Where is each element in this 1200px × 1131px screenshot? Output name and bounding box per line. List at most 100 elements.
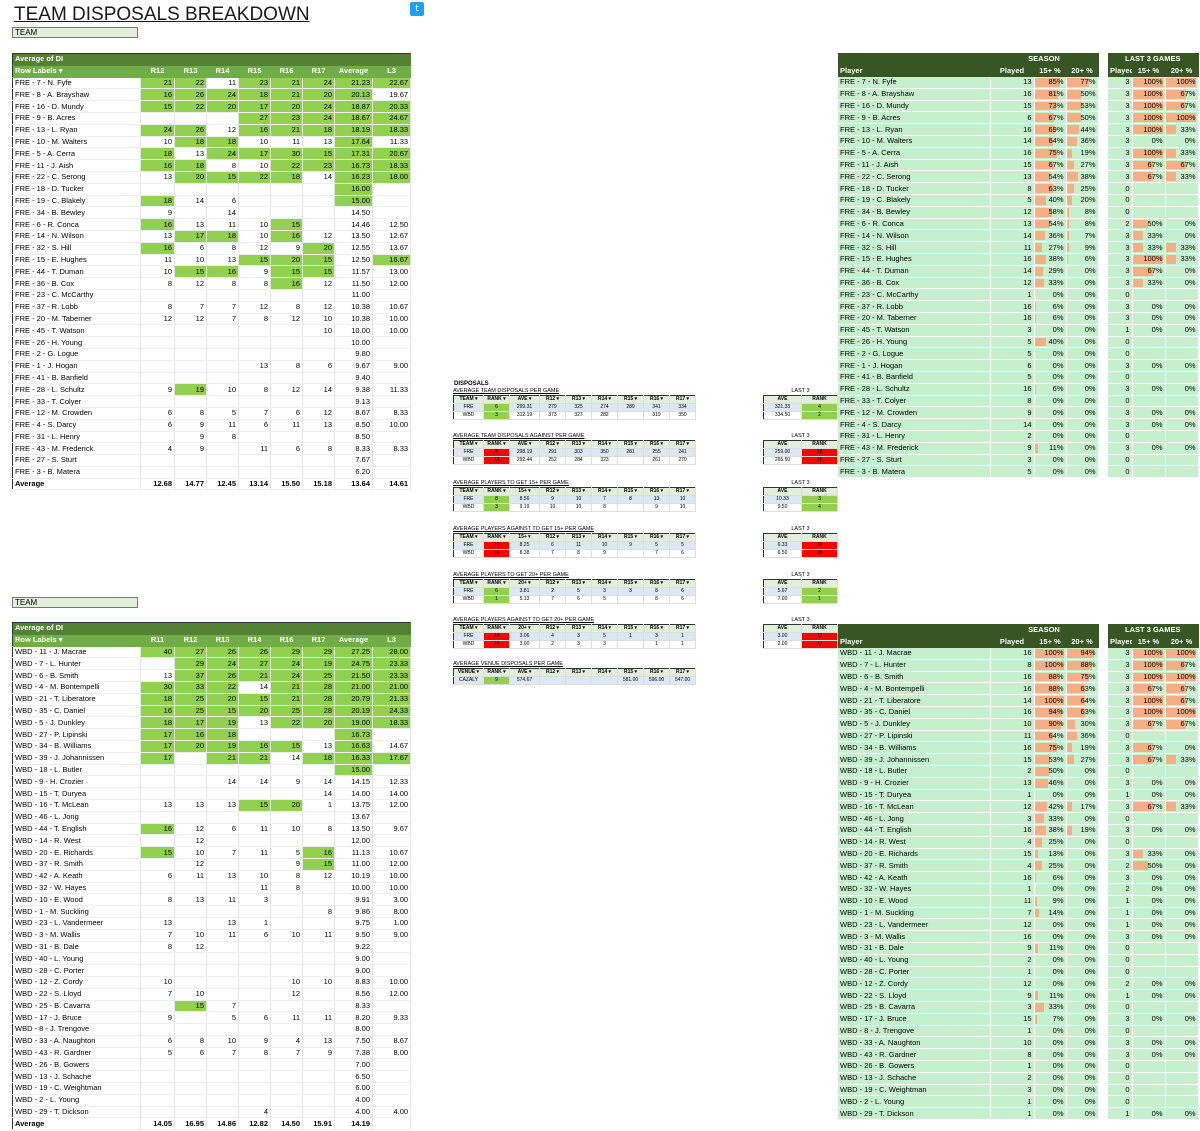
- percent-cell: 0%: [1132, 406, 1166, 420]
- column-filter[interactable]: R14 ▾: [591, 579, 618, 588]
- column-filter[interactable]: TEAM ▾: [453, 487, 484, 496]
- team-filter-fre[interactable]: TEAM: [12, 27, 138, 38]
- column-filter[interactable]: R17 ▾: [669, 668, 696, 677]
- percent-value: 0%: [1184, 884, 1196, 894]
- twitter-bird-icon[interactable]: t: [410, 2, 424, 16]
- column-filter[interactable]: R17 ▾: [669, 624, 696, 633]
- column-filter[interactable]: R15 ▾: [617, 579, 644, 588]
- stat-cell: 21.23: [334, 77, 373, 90]
- column-filter[interactable]: R12 ▾: [539, 487, 566, 496]
- column-filter[interactable]: RANK ▾: [483, 668, 510, 677]
- column-filter[interactable]: R14 ▾: [591, 440, 618, 449]
- stat-cell: 10: [270, 976, 303, 989]
- column-filter[interactable]: R15 ▾: [617, 487, 644, 496]
- stat-cell: 10: [302, 324, 335, 338]
- column-filter[interactable]: R16 ▾: [643, 395, 670, 404]
- row-labels-filter[interactable]: Row Labels ▾: [12, 65, 141, 78]
- column-filter[interactable]: AVE ▾: [509, 668, 540, 677]
- column-filter[interactable]: R16 ▾: [643, 579, 670, 588]
- column-filter[interactable]: R14 ▾: [591, 668, 618, 677]
- column-filter[interactable]: R15 ▾: [617, 395, 644, 404]
- column-filter[interactable]: R15 ▾: [617, 533, 644, 542]
- played-count: 1: [1108, 907, 1133, 920]
- percent-cell: 0%: [1066, 277, 1099, 290]
- column-filter[interactable]: TEAM ▾: [453, 395, 484, 404]
- column-filter[interactable]: R17 ▾: [669, 533, 696, 542]
- column-filter[interactable]: R12 ▾: [539, 440, 566, 449]
- percent-cell: 0%: [1165, 324, 1199, 337]
- column-filter[interactable]: VENUE ▾: [453, 668, 484, 677]
- column-filter[interactable]: 15+ ▾: [509, 533, 540, 542]
- list-item: 0: [1108, 430, 1199, 443]
- column-filter[interactable]: R17 ▾: [669, 440, 696, 449]
- column-filter[interactable]: AVE ▾: [509, 440, 540, 449]
- column-filter[interactable]: R16 ▾: [643, 533, 670, 542]
- played-count: 11: [990, 895, 1035, 908]
- percent-bar: [1066, 649, 1095, 658]
- column-filter[interactable]: R12 ▾: [539, 624, 566, 633]
- stat-cell: 255: [643, 448, 670, 457]
- stat-cell: 319: [643, 411, 670, 420]
- column-filter[interactable]: R16 ▾: [643, 624, 670, 633]
- column-filter[interactable]: R13 ▾: [565, 624, 592, 633]
- stat-cell: 29: [174, 657, 207, 671]
- column-filter[interactable]: R15 ▾: [617, 668, 644, 677]
- list-item: FRE - 10 - M. Walters 14 64% 36%: [838, 135, 1099, 148]
- column-filter[interactable]: R14 ▾: [591, 487, 618, 496]
- percent-cell: 85%: [1034, 76, 1067, 89]
- row-labels-filter[interactable]: Row Labels ▾: [12, 634, 141, 647]
- stat-cell: [206, 1070, 239, 1084]
- column-filter[interactable]: TEAM ▾: [453, 440, 484, 449]
- percent-value: 0%: [1184, 219, 1196, 229]
- column-filter[interactable]: R13 ▾: [565, 395, 592, 404]
- stats-panel-title: AVERAGE PLAYERS AGAINST TO GET 20+ PER G…: [453, 617, 595, 623]
- stat-cell: 4.00: [334, 1106, 373, 1119]
- column-filter[interactable]: RANK ▾: [483, 579, 510, 588]
- column-filter[interactable]: TEAM ▾: [453, 579, 484, 588]
- column-filter[interactable]: R12 ▾: [539, 395, 566, 404]
- list-item: 0: [1108, 765, 1199, 778]
- percent-value: 50%: [1080, 112, 1096, 122]
- column-filter[interactable]: R17 ▾: [669, 579, 696, 588]
- percent-value: 17%: [1080, 801, 1096, 811]
- column-filter[interactable]: TEAM ▾: [453, 624, 484, 633]
- played-count: 0: [1108, 465, 1133, 479]
- column-filter[interactable]: AVE ▾: [509, 395, 540, 404]
- column-filter[interactable]: R12 ▾: [539, 533, 566, 542]
- stat-cell: 8: [643, 587, 670, 596]
- percent-bar: [1034, 196, 1047, 205]
- column-filter[interactable]: RANK ▾: [483, 533, 510, 542]
- column-filter[interactable]: R13 ▾: [565, 533, 592, 542]
- column-filter[interactable]: R15 ▾: [617, 624, 644, 633]
- column-filter[interactable]: RANK ▾: [483, 440, 510, 449]
- stat-cell: [140, 1082, 175, 1095]
- column-filter[interactable]: R16 ▾: [643, 487, 670, 496]
- column-filter[interactable]: 20+ ▾: [509, 579, 540, 588]
- column-filter[interactable]: R13 ▾: [565, 487, 592, 496]
- column-filter[interactable]: RANK ▾: [483, 487, 510, 496]
- column-filter[interactable]: TEAM ▾: [453, 533, 484, 542]
- column-filter[interactable]: 15+ ▾: [509, 487, 540, 496]
- column-filter[interactable]: R13 ▾: [565, 579, 592, 588]
- column-filter[interactable]: R12 ▾: [539, 579, 566, 588]
- played-count: 10: [990, 1036, 1035, 1050]
- column-filter[interactable]: R17 ▾: [669, 487, 696, 496]
- column-filter[interactable]: R13 ▾: [565, 440, 592, 449]
- column-filter[interactable]: R16 ▾: [643, 668, 670, 677]
- column-filter[interactable]: R16 ▾: [643, 440, 670, 449]
- column-filter[interactable]: RANK ▾: [483, 624, 510, 633]
- column-filter[interactable]: 20+ ▾: [509, 624, 540, 633]
- played-count: 1: [1108, 789, 1133, 802]
- column-filter[interactable]: R14 ▾: [591, 533, 618, 542]
- percent-cell: 0%: [1132, 824, 1166, 837]
- column-filter[interactable]: R14 ▾: [591, 624, 618, 633]
- column-filter[interactable]: R12 ▾: [539, 668, 566, 677]
- team-filter-wbd[interactable]: TEAM: [12, 597, 138, 608]
- column-filter[interactable]: R14 ▾: [591, 395, 618, 404]
- column-filter[interactable]: R13 ▾: [565, 668, 592, 677]
- column-filter[interactable]: RANK ▾: [483, 395, 510, 404]
- column-filter[interactable]: R17 ▾: [669, 395, 696, 404]
- stat-cell: 18: [270, 171, 303, 184]
- percent-cell: [1132, 1095, 1166, 1109]
- column-filter[interactable]: R15 ▾: [617, 440, 644, 449]
